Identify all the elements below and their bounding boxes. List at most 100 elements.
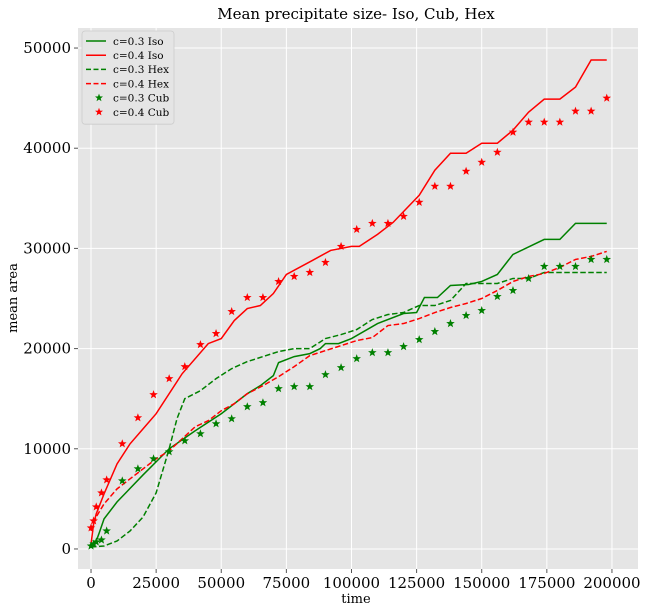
x-tick-label: 25000 bbox=[132, 574, 180, 592]
data-point bbox=[102, 526, 111, 535]
data-point bbox=[508, 127, 518, 136]
data-point bbox=[102, 475, 111, 484]
legend-label: c=0.3 Iso bbox=[113, 36, 164, 48]
data-point bbox=[164, 447, 174, 456]
data-point bbox=[399, 211, 408, 220]
series-line-c-0-3-hex bbox=[90, 271, 607, 548]
data-point bbox=[336, 241, 346, 251]
data-point bbox=[164, 374, 174, 383]
data-point bbox=[149, 454, 158, 463]
legend-item: c=0.3 Hex bbox=[86, 64, 169, 76]
data-point bbox=[274, 276, 283, 286]
data-point bbox=[133, 464, 143, 473]
data-point bbox=[539, 261, 549, 271]
data-point bbox=[399, 342, 408, 351]
data-point bbox=[149, 390, 158, 399]
data-point bbox=[368, 218, 377, 227]
legend-item: c=0.3 Iso bbox=[86, 36, 164, 48]
legend-label: c=0.4 Cub bbox=[113, 107, 170, 119]
data-point bbox=[446, 319, 455, 328]
data-point bbox=[571, 261, 580, 271]
data-point bbox=[321, 370, 330, 379]
data-point bbox=[196, 340, 205, 349]
series-c-0-4-cub bbox=[86, 93, 612, 532]
data-point bbox=[430, 327, 440, 336]
data-point bbox=[336, 363, 346, 372]
data-point bbox=[289, 382, 299, 391]
legend-swatch bbox=[95, 107, 103, 116]
data-point bbox=[352, 224, 361, 234]
grid bbox=[78, 28, 638, 569]
y-axis: 0 10000 20000 30000 40000 50000 bbox=[23, 39, 78, 558]
data-point bbox=[211, 419, 221, 428]
data-point bbox=[91, 502, 101, 511]
data-point bbox=[89, 539, 98, 548]
x-tick-label: 75000 bbox=[263, 574, 311, 592]
x-tick-label: 150000 bbox=[453, 574, 510, 592]
data-point bbox=[274, 384, 283, 393]
data-point bbox=[586, 106, 596, 115]
legend: c=0.3 Iso c=0.4 Iso c=0.3 Hex c=0.4 Hex c=0.… bbox=[81, 30, 175, 125]
data-point bbox=[414, 335, 424, 344]
data-point bbox=[211, 329, 221, 338]
data-point bbox=[493, 147, 502, 156]
data-point bbox=[243, 293, 252, 302]
legend-label: c=0.3 Hex bbox=[113, 64, 169, 76]
data-point bbox=[97, 535, 106, 544]
data-point bbox=[97, 488, 106, 497]
x-tick-label: 200000 bbox=[583, 574, 640, 592]
data-point bbox=[461, 311, 471, 320]
legend-box bbox=[81, 30, 175, 125]
data-point bbox=[477, 306, 486, 315]
legend-item: c=0.4 Hex bbox=[86, 78, 169, 90]
y-tick-label: 10000 bbox=[23, 440, 71, 458]
legend-item: c=0.3 Cub bbox=[95, 93, 170, 105]
legend-item: c=0.4 Iso bbox=[86, 50, 164, 62]
data-point bbox=[383, 218, 393, 227]
data-point bbox=[602, 254, 612, 264]
data-point bbox=[180, 436, 190, 445]
data-point bbox=[243, 402, 252, 411]
data-point bbox=[180, 362, 190, 371]
data-point bbox=[555, 117, 565, 126]
y-tick-label: 20000 bbox=[23, 340, 71, 358]
data-point bbox=[86, 523, 96, 532]
series-line-c-0-4-hex bbox=[90, 250, 607, 532]
series-layer bbox=[86, 59, 612, 550]
data-point bbox=[227, 307, 236, 316]
data-point bbox=[305, 267, 315, 277]
data-point bbox=[383, 348, 393, 357]
series-c-0-3-cub bbox=[86, 254, 612, 550]
data-point bbox=[477, 157, 486, 166]
x-tick-label: 50000 bbox=[197, 574, 245, 592]
data-point bbox=[571, 106, 580, 115]
data-point bbox=[91, 537, 101, 546]
x-tick-label: 0 bbox=[86, 574, 96, 592]
data-point bbox=[493, 292, 502, 301]
data-point bbox=[368, 348, 377, 357]
x-tick-label: 125000 bbox=[388, 574, 445, 592]
data-point bbox=[524, 273, 533, 283]
legend-label: c=0.4 Hex bbox=[113, 78, 169, 90]
data-point bbox=[446, 181, 455, 190]
x-axis: 0 25000 50000 75000 100000 125000 150000 175000… bbox=[86, 569, 641, 592]
data-point bbox=[133, 413, 143, 422]
chart-title: Mean precipitate size- Iso, Cub, Hex bbox=[217, 5, 495, 23]
data-point bbox=[258, 398, 268, 407]
x-axis-label: time bbox=[341, 592, 371, 607]
legend-label: c=0.3 Cub bbox=[113, 93, 170, 105]
data-point bbox=[86, 541, 96, 550]
data-point bbox=[602, 93, 612, 102]
data-point bbox=[414, 197, 424, 206]
y-tick-label: 50000 bbox=[23, 39, 71, 57]
data-point bbox=[461, 166, 471, 175]
x-tick-label: 100000 bbox=[323, 574, 380, 592]
data-point bbox=[524, 117, 533, 126]
legend-swatch bbox=[95, 93, 103, 102]
y-axis-label: mean area bbox=[6, 263, 21, 333]
y-tick-label: 0 bbox=[61, 540, 71, 558]
data-point bbox=[539, 117, 549, 126]
series-line-c-0-3-iso bbox=[90, 222, 607, 547]
legend-label: c=0.4 Iso bbox=[113, 50, 164, 62]
y-tick-label: 30000 bbox=[23, 239, 71, 257]
